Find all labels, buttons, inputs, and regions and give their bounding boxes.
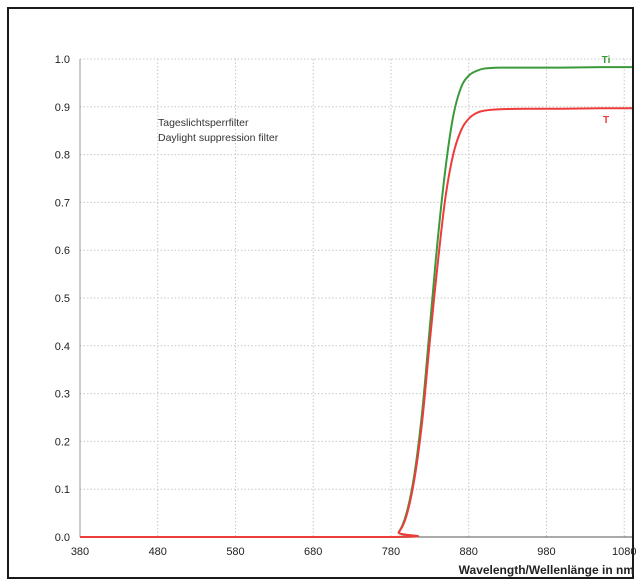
x-tick-label: 880 bbox=[460, 546, 478, 558]
series-label-ti: Ti bbox=[602, 55, 611, 66]
chart-frame bbox=[7, 7, 634, 579]
x-tick-label: 980 bbox=[537, 546, 555, 558]
grid bbox=[80, 58, 632, 537]
x-tick-label: 780 bbox=[382, 546, 400, 558]
y-tick-label: 0.9 bbox=[55, 102, 70, 114]
series-labels: Ti T bbox=[602, 55, 611, 126]
y-tick-label: 0.8 bbox=[55, 150, 70, 162]
y-tick-label: 1.0 bbox=[55, 54, 70, 66]
y-tick-label: 0.3 bbox=[55, 389, 70, 401]
annotation-german: Tageslichtsperrfilter bbox=[158, 117, 249, 129]
y-tick-label: 0.1 bbox=[55, 484, 70, 496]
x-tick-label: 480 bbox=[149, 546, 167, 558]
series-lines bbox=[80, 66, 632, 539]
y-tick-label: 0.2 bbox=[55, 436, 70, 448]
y-tick-label: 0.7 bbox=[55, 197, 70, 209]
x-tick-label: 580 bbox=[226, 546, 244, 558]
y-tick-label: 0.5 bbox=[55, 293, 70, 305]
x-tick-labels: 380 480 580 680 780 880 980 1080 bbox=[71, 546, 637, 558]
x-axis-title: Wavelength/Wellenlänge in nm bbox=[459, 563, 634, 577]
y-tick-label: 0.0 bbox=[55, 532, 70, 544]
y-tick-labels: 0.0 0.1 0.2 0.3 0.4 0.5 0.6 0.7 0.8 0.9 1.0 bbox=[55, 54, 70, 544]
series-line-t bbox=[80, 107, 632, 539]
series-label-t: T bbox=[603, 115, 609, 126]
x-tick-label: 1080 bbox=[612, 546, 636, 558]
y-tick-label: 0.6 bbox=[55, 245, 70, 257]
annotation-english: Daylight suppression filter bbox=[158, 132, 279, 144]
y-tick-label: 0.4 bbox=[55, 341, 70, 353]
x-tick-label: 680 bbox=[304, 546, 322, 558]
x-tick-label: 380 bbox=[71, 546, 89, 558]
